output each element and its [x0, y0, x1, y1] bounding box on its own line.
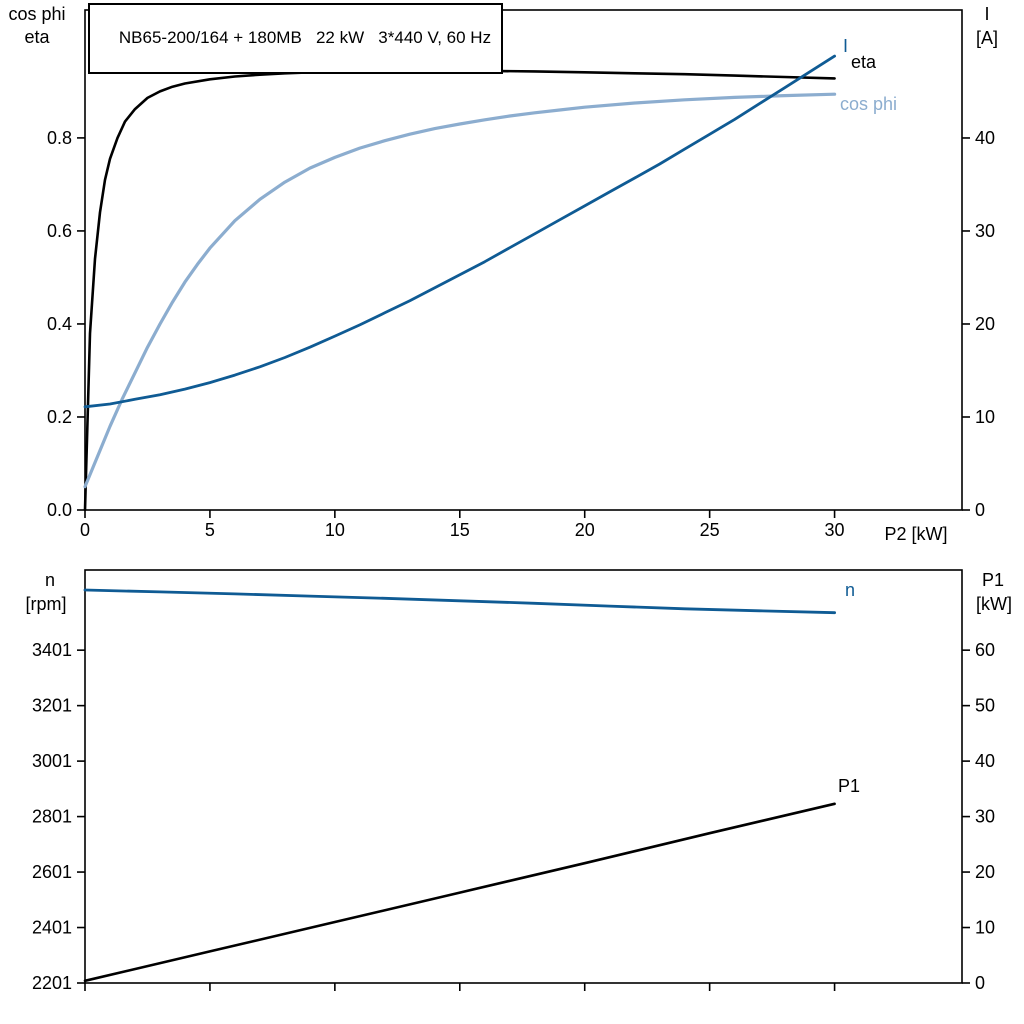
y-right-tick-label: 10 — [975, 918, 995, 938]
y-left-tick-label: 2601 — [32, 862, 72, 882]
y-left-tick-label: 2401 — [32, 918, 72, 938]
I-curve-label: I — [843, 36, 848, 56]
y-left-tick-label: 2201 — [32, 973, 72, 993]
y-right-tick-label: 30 — [975, 221, 995, 241]
y-left-tick-label: 2801 — [32, 807, 72, 827]
axis-corner-label: I — [984, 4, 989, 24]
axis-corner-label: P1 — [982, 570, 1004, 590]
y-left-tick-label: 3001 — [32, 751, 72, 771]
y-right-tick-label: 0 — [975, 500, 985, 520]
eta-curve — [83, 69, 836, 512]
y-left-tick-label: 0.4 — [47, 314, 72, 334]
y-left-tick-label: 3201 — [32, 696, 72, 716]
axis-corner-label: [rpm] — [25, 594, 66, 614]
plot-frame — [84, 9, 963, 511]
y-right-tick-label: 50 — [975, 696, 995, 716]
title-box: NB65-200/164 + 180MB 22 kW 3*440 V, 60 H… — [88, 3, 504, 74]
axis-corner-label: eta — [24, 27, 50, 47]
title-text: NB65-200/164 + 180MB 22 kW 3*440 V, 60 H… — [118, 28, 492, 47]
P1-curve — [83, 802, 836, 983]
y-right-tick-label: 10 — [975, 407, 995, 427]
I-curve — [83, 54, 836, 409]
x-tick-label: 25 — [700, 520, 720, 540]
x-axis-label: P2 [kW] — [884, 524, 947, 544]
chart-2: 2201 2401 2601 2801 3001 3201 3401 0 10 20 30 40 50 6… — [25, 569, 1012, 993]
axis-corner-label: cos phi — [8, 4, 65, 24]
y-right-tick-label: 20 — [975, 314, 995, 334]
y-left-tick-label: 3401 — [32, 640, 72, 660]
n-curve-label: n — [845, 580, 855, 600]
axis-corner-label: n — [45, 570, 55, 590]
x-tick-label: 5 — [205, 520, 215, 540]
y-right-tick-label: 40 — [975, 751, 995, 771]
y-right-tick-label: 20 — [975, 862, 995, 882]
P1-curve-label: P1 — [838, 776, 860, 796]
x-tick-label: 10 — [325, 520, 345, 540]
y-right-tick-label: 40 — [975, 128, 995, 148]
axis-corner-label: [A] — [976, 28, 998, 48]
x-tick-label: 30 — [825, 520, 845, 540]
cos phi-curve-label: cos phi — [840, 94, 897, 114]
n-curve — [83, 588, 836, 615]
y-left-tick-label: 0.2 — [47, 407, 72, 427]
x-tick-label: 20 — [575, 520, 595, 540]
y-left-tick-label: 0.6 — [47, 221, 72, 241]
eta-curve-label: eta — [851, 52, 877, 72]
chart-1: 0.0 0.2 0.4 0.6 0.8 0 10 20 30 40 0 5 10 15 20 25 30 P2 [… — [8, 4, 998, 544]
y-right-tick-label: 30 — [975, 807, 995, 827]
axis-corner-label: [kW] — [976, 594, 1012, 614]
cos phi-curve — [83, 92, 837, 489]
plot-frame — [84, 569, 963, 984]
y-right-tick-label: 60 — [975, 640, 995, 660]
x-tick-label: 15 — [450, 520, 470, 540]
y-left-tick-label: 0.8 — [47, 128, 72, 148]
y-right-tick-label: 0 — [975, 973, 985, 993]
y-left-tick-label: 0.0 — [47, 500, 72, 520]
x-tick-label: 0 — [80, 520, 90, 540]
